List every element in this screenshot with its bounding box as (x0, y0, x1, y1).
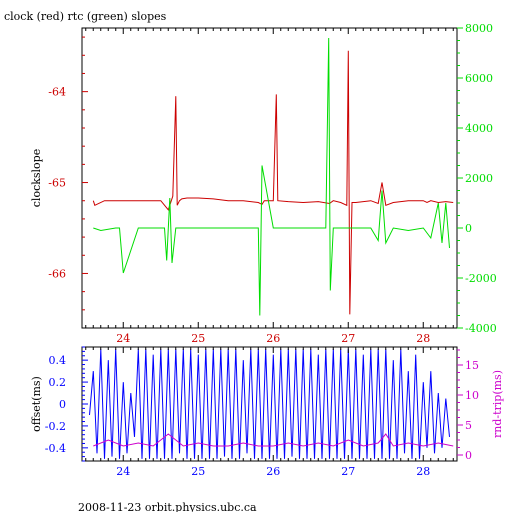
y-axis-label: clockslope (30, 149, 43, 207)
y-tick-label: -65 (48, 177, 66, 190)
y2-tick-label: 0 (465, 449, 472, 462)
plot-frame (81, 27, 458, 329)
y2-tick-label: -2000 (465, 272, 497, 285)
x-tick-label: 26 (266, 465, 280, 478)
y2-tick-label: 5 (465, 419, 472, 432)
y2-tick-label: -4000 (465, 322, 497, 335)
y-tick-label: 0.4 (49, 354, 67, 367)
y-axis-label: offset(ms) (30, 376, 43, 432)
x-tick-label: 24 (116, 332, 130, 345)
y2-tick-label: 15 (465, 359, 479, 372)
y2-tick-label: 6000 (465, 72, 493, 85)
footer-label: 2008-11-23 orbit.physics.ubc.ca (78, 501, 257, 512)
x-tick-label: 24 (116, 465, 130, 478)
x-tick-label: 28 (416, 465, 430, 478)
series-rtc-line (93, 37, 450, 316)
y-tick-label: -0.4 (45, 442, 66, 455)
chart-title: clock (red) rtc (green) slopes (4, 10, 167, 23)
y2-tick-label: 10 (465, 389, 479, 402)
series-rnd-trip-line (93, 433, 454, 447)
slopes-panel: 24 25 26 27 28 -66 -65 -64 -4000 -2000 0 2000 4000 60… (30, 22, 497, 345)
series-clock-line (92, 50, 454, 315)
y2-tick-label: 0 (465, 222, 472, 235)
series-offset-line (89, 349, 450, 459)
x-tick-label: 25 (191, 465, 205, 478)
x-tick-label: 25 (191, 332, 205, 345)
y-tick-label: -64 (48, 86, 66, 99)
y-tick-label: 0 (59, 398, 66, 411)
x-tick-label: 27 (341, 465, 355, 478)
offset-panel: 24 25 26 27 28 -0.4 -0.2 0 0.2 0.4 0 5 10 15 offset(ms… (30, 346, 504, 478)
y2-tick-label: 4000 (465, 122, 493, 135)
y-tick-label: 0.2 (49, 376, 67, 389)
y2-tick-label: 2000 (465, 172, 493, 185)
y-tick-label: -66 (48, 267, 66, 280)
y2-tick-label: 8000 (465, 22, 493, 35)
y-tick-label: -0.2 (45, 420, 66, 433)
x-tick-label: 27 (341, 332, 355, 345)
x-tick-label: 26 (266, 332, 280, 345)
x-tick-label: 28 (416, 332, 430, 345)
y2-axis-label: rnd-trip(ms) (491, 370, 504, 438)
